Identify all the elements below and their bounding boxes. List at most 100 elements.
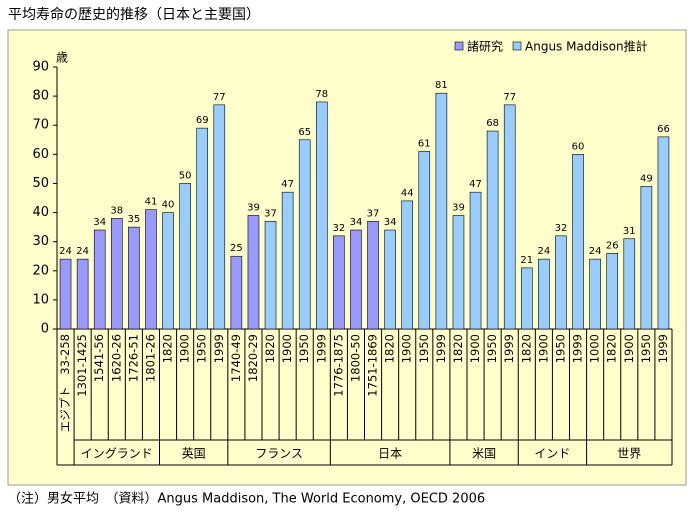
data-label: 39 — [452, 202, 465, 213]
group-label: 世界 — [617, 447, 641, 461]
data-label: 40 — [162, 200, 175, 211]
x-tick-label: 1820 — [263, 334, 277, 363]
data-label: 44 — [401, 188, 414, 199]
bar — [333, 235, 345, 330]
bar — [128, 226, 140, 330]
data-label: 60 — [572, 141, 585, 152]
bar — [162, 212, 174, 330]
bar — [384, 229, 396, 330]
bar — [640, 186, 653, 330]
x-tick-label: 1620-26 — [109, 334, 123, 382]
x-tick-label: 1900 — [280, 334, 294, 363]
y-tick-label: 10 — [32, 292, 49, 307]
bar — [538, 258, 550, 330]
bar — [589, 258, 601, 330]
data-label: 34 — [350, 217, 363, 228]
y-tick-label: 40 — [32, 205, 49, 220]
x-tick-label: 1900 — [400, 334, 414, 363]
x-tick-label: 1999 — [502, 334, 516, 363]
data-label: 24 — [538, 246, 551, 257]
data-label: 78 — [315, 89, 328, 100]
data-label: 39 — [247, 202, 260, 213]
x-tick-label: 1751-1869 — [366, 334, 380, 397]
bar — [110, 218, 123, 330]
y-tick-label: 70 — [32, 118, 49, 133]
data-label: 34 — [384, 217, 397, 228]
x-tick-label: 1820 — [161, 334, 175, 363]
data-label: 32 — [333, 223, 346, 234]
bar — [59, 258, 72, 330]
x-tick-label: 1820 — [383, 334, 397, 363]
data-label: 81 — [435, 80, 448, 91]
x-tick-label: 1800-50 — [348, 334, 362, 382]
x-tick-label: 1541-56 — [92, 334, 106, 382]
bar — [606, 253, 619, 330]
x-tick-label: 1950 — [417, 334, 431, 363]
bar — [418, 151, 431, 330]
bar — [213, 104, 226, 330]
group-label: インド — [534, 447, 570, 461]
x-tick-label: 1950 — [195, 334, 209, 363]
bar — [298, 139, 311, 330]
x-tick-label: 1820 — [605, 334, 619, 363]
data-label: 24 — [59, 246, 72, 257]
x-tick-label: 1999 — [434, 334, 448, 363]
data-label: 26 — [606, 240, 619, 251]
data-label: 50 — [179, 170, 192, 181]
bar — [657, 136, 670, 330]
y-tick-label: 50 — [32, 176, 49, 191]
x-tick-label: 1999 — [314, 334, 328, 363]
data-label: 21 — [520, 255, 533, 266]
y-tick-label: 80 — [32, 89, 49, 104]
data-label: 61 — [418, 138, 431, 149]
bar — [367, 220, 379, 330]
data-label: 47 — [281, 179, 294, 190]
group-label: 英国 — [182, 447, 206, 461]
group-label: 米国 — [472, 447, 496, 461]
bar — [264, 220, 277, 330]
bar — [555, 235, 567, 330]
bar — [469, 191, 482, 330]
data-label: 41 — [145, 197, 158, 208]
data-label: 24 — [589, 246, 602, 257]
legend-label: 諸研究 — [467, 39, 503, 54]
x-tick-label: 1900 — [536, 334, 550, 363]
data-label: 69 — [196, 115, 209, 126]
data-label: 25 — [230, 243, 243, 254]
bar — [486, 130, 499, 330]
data-label: 77 — [503, 92, 516, 103]
bar — [179, 183, 191, 330]
bar — [315, 101, 328, 330]
x-tick-label: エジプト 33-258 — [58, 334, 72, 432]
data-label: 65 — [298, 127, 311, 138]
data-label: 37 — [264, 208, 277, 219]
x-tick-label: 1776-1875 — [331, 334, 345, 397]
x-tick-label: 1801-26 — [143, 334, 157, 382]
bar — [247, 215, 260, 330]
x-tick-label: 1950 — [639, 334, 653, 363]
bar — [76, 258, 89, 330]
chart-title: 平均寿命の歴史的推移（日本と主要国） — [8, 6, 260, 23]
legend-swatch — [512, 41, 522, 51]
x-tick-label: 1900 — [468, 334, 482, 363]
data-label: 66 — [657, 124, 670, 135]
note: （注）男女平均 （資料）Angus Maddison, The World Ec… — [8, 491, 485, 507]
bar — [572, 154, 584, 330]
bar — [401, 200, 414, 330]
group-label: イングランド — [81, 447, 153, 461]
y-tick-label: 30 — [32, 234, 49, 249]
x-tick-label: 1820 — [519, 334, 533, 363]
legend-swatch — [454, 41, 464, 51]
bar — [452, 215, 465, 330]
data-label: 49 — [640, 173, 653, 184]
y-axis-label: 歳 — [56, 51, 68, 65]
legend-label: Angus Maddison推計 — [525, 39, 648, 54]
data-label: 37 — [367, 208, 380, 219]
data-label: 31 — [623, 226, 636, 237]
bar — [350, 229, 362, 330]
bar — [281, 191, 294, 330]
x-tick-label: 1740-49 — [229, 334, 243, 382]
bar — [520, 267, 533, 330]
x-tick-label: 1950 — [297, 334, 311, 363]
y-tick-label: 90 — [32, 60, 49, 75]
